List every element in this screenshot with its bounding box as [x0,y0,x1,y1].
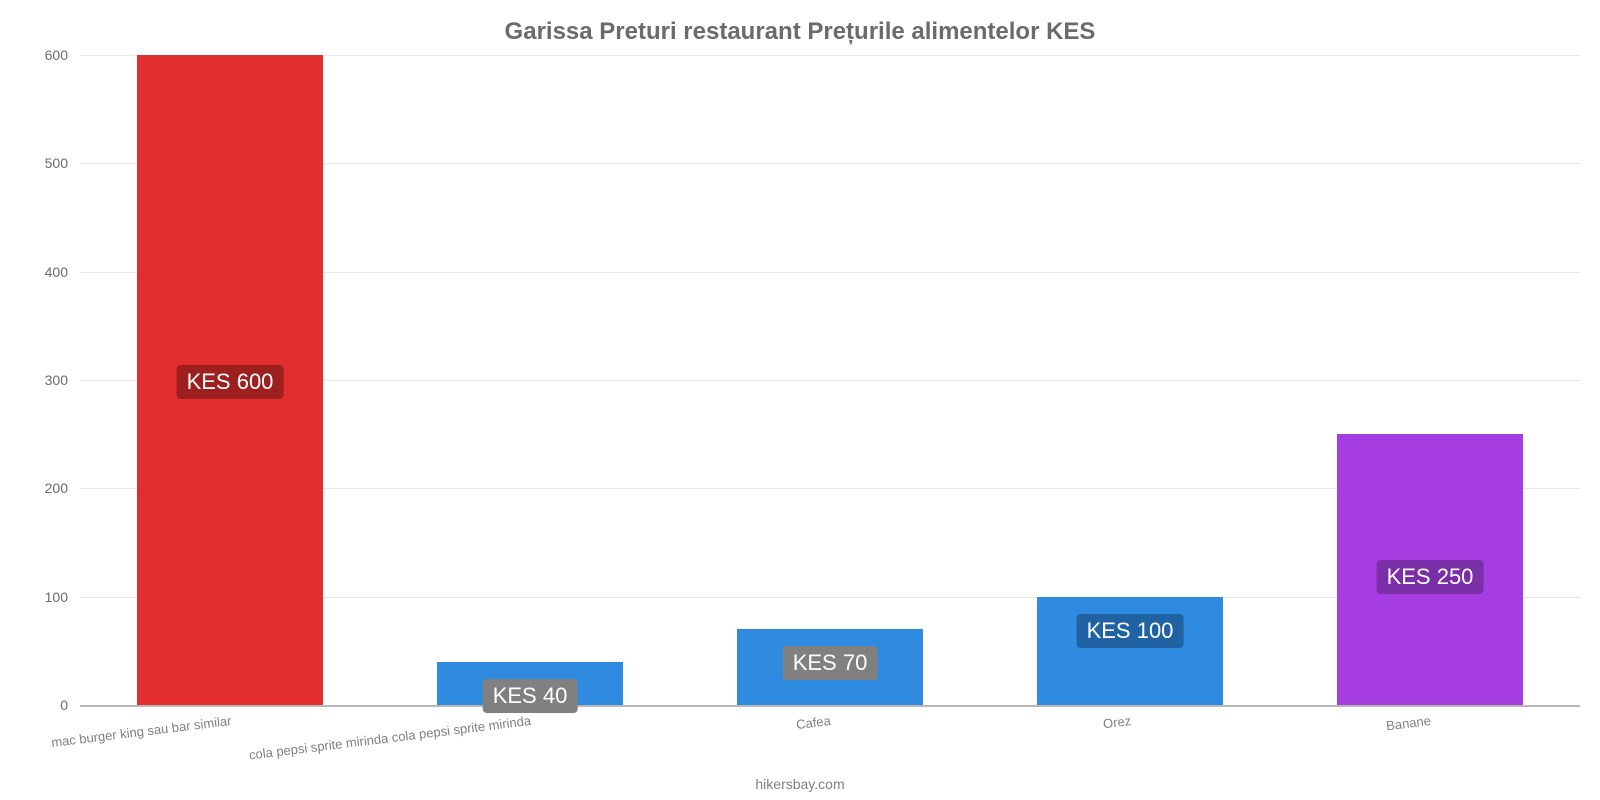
bar-chart: Garissa Preturi restaurant Prețurile ali… [0,0,1600,800]
value-label: KES 100 [1077,614,1184,648]
plot-area: 0100200300400500600 KES 600KES 40KES 70K… [80,55,1580,705]
y-tick-label: 600 [45,47,80,63]
x-axis-label: Cafea [796,713,832,732]
x-axis-label: mac burger king sau bar similar [50,713,232,750]
y-tick-label: 300 [45,372,80,388]
bars-container: KES 600KES 40KES 70KES 100KES 250 [80,55,1580,705]
chart-title: Garissa Preturi restaurant Prețurile ali… [0,18,1600,46]
y-tick-label: 500 [45,155,80,171]
x-axis-label: Banane [1386,713,1432,733]
value-label: KES 40 [483,679,578,713]
x-axis-label: cola pepsi sprite mirinda cola pepsi spr… [248,713,532,762]
x-axis-label: Orez [1102,713,1132,731]
y-tick-label: 100 [45,589,80,605]
value-label: KES 70 [783,646,878,680]
gridline [80,705,1580,707]
y-tick-label: 0 [60,697,80,713]
value-label: KES 250 [1377,560,1484,594]
y-tick-label: 200 [45,480,80,496]
value-label: KES 600 [177,365,284,399]
y-tick-label: 400 [45,264,80,280]
chart-footer: hikersbay.com [0,776,1600,792]
